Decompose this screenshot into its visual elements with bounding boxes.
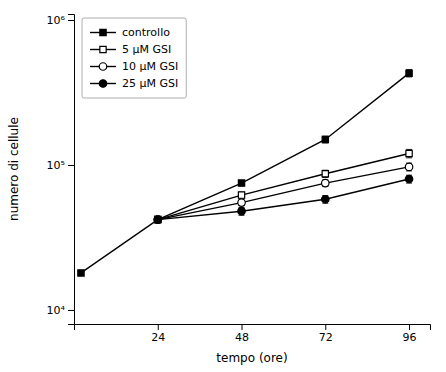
marker [238, 180, 244, 186]
legend-marker [99, 63, 106, 70]
error-bar [406, 149, 412, 157]
error-bar [155, 217, 161, 223]
line [158, 179, 409, 220]
y-tick-mark [68, 20, 74, 21]
error-bar [322, 170, 328, 177]
marker [406, 150, 412, 156]
y-tick-label: 10⁶ [47, 14, 66, 27]
y-axis-title: numero di cellule [7, 117, 21, 221]
marker [154, 216, 161, 223]
x-axis: 24 48 72 96 [75, 324, 431, 344]
series [154, 175, 413, 223]
legend-marker [100, 46, 106, 52]
marker [405, 175, 412, 182]
x-tick-label: 96 [403, 331, 417, 344]
error-bar [406, 70, 412, 77]
series [155, 149, 413, 222]
marker [238, 207, 245, 214]
error-bar [239, 200, 245, 206]
error-bar [155, 217, 161, 223]
line [158, 153, 409, 219]
legend-marker [100, 29, 106, 35]
x-tick: 72 [319, 324, 333, 344]
legend-label: 5 μM GSI [122, 43, 171, 56]
marker [322, 196, 329, 203]
legend: controllo 5 μM GSI 10 μM GSI 25 μM GSI [82, 18, 186, 98]
marker [238, 192, 244, 198]
marker [78, 270, 84, 276]
marker [322, 171, 328, 177]
y-tick-mark [68, 165, 74, 166]
y-tick-label: 10⁵ [47, 159, 65, 172]
x-tick: 48 [235, 324, 249, 344]
x-tick-label: 24 [151, 331, 165, 344]
error-bar [239, 181, 245, 186]
y-axis-line [68, 15, 75, 325]
line [81, 73, 409, 273]
y-tick: 10⁵ [47, 159, 74, 172]
x-tick-label: 72 [319, 331, 333, 344]
x-axis-title: tempo (ore) [216, 351, 287, 365]
y-tick: 10⁴ [47, 304, 74, 317]
error-bar [155, 217, 161, 223]
series [154, 163, 413, 223]
marker [155, 216, 161, 222]
x-tick-label: 48 [235, 331, 249, 344]
legend-box [82, 18, 186, 98]
legend-label: 10 μM GSI [122, 60, 178, 73]
x-tick: 24 [151, 324, 165, 344]
x-tick-mark [409, 324, 410, 330]
marker [154, 216, 161, 223]
marker [322, 179, 329, 186]
legend-label: 25 μM GSI [122, 77, 178, 90]
marker [406, 70, 412, 76]
x-axis-line [75, 325, 431, 331]
line [158, 167, 409, 220]
error-bar [406, 175, 412, 183]
marker [155, 216, 161, 222]
error-bar [155, 217, 161, 223]
error-bar [239, 207, 245, 215]
marker [322, 136, 328, 142]
marker [238, 199, 245, 206]
series [78, 70, 412, 277]
error-bar [322, 180, 328, 187]
error-bar [322, 136, 328, 143]
legend-label: controllo [122, 26, 170, 39]
y-axis: 10⁴ 10⁵ 10⁶ [47, 14, 75, 324]
error-bar [322, 196, 328, 204]
error-bar [239, 192, 245, 198]
y-tick-mark [68, 310, 74, 311]
plot-area [78, 70, 413, 277]
marker [405, 163, 412, 170]
x-tick: 96 [403, 324, 417, 344]
chart: 24 48 72 96 10⁴ 10⁵ 10⁶ tempo (ore) numero di ce… [0, 0, 446, 372]
x-tick-mark [158, 324, 159, 330]
y-tick: 10⁶ [47, 14, 74, 27]
legend-marker [99, 80, 106, 87]
x-tick-mark [325, 324, 326, 330]
y-tick-label: 10⁴ [47, 304, 66, 317]
x-tick-mark [242, 324, 243, 330]
error-bar [406, 163, 412, 171]
